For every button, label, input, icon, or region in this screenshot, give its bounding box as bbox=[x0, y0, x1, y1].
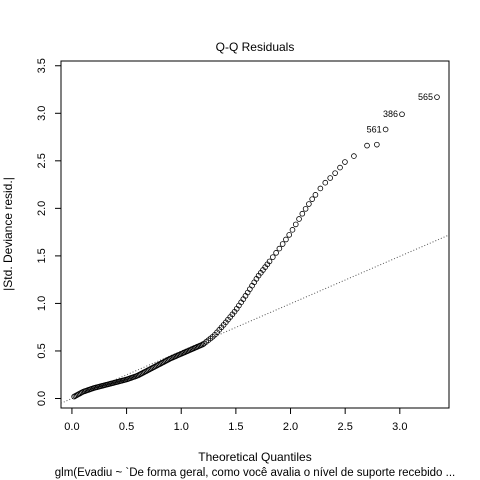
data-point bbox=[323, 180, 328, 185]
data-point bbox=[284, 237, 289, 242]
x-axis-label: Theoretical Quantiles bbox=[198, 450, 311, 464]
y-tick-label: 0.0 bbox=[36, 391, 48, 406]
data-point bbox=[277, 246, 282, 251]
data-point bbox=[287, 232, 292, 237]
data-point bbox=[280, 242, 285, 247]
data-point bbox=[318, 186, 323, 191]
data-point bbox=[338, 165, 343, 170]
y-axis-label: |Std. Deviance resid.| bbox=[1, 177, 15, 291]
x-tick-label: 0.0 bbox=[64, 421, 79, 433]
x-tick-label: 1.5 bbox=[228, 421, 243, 433]
point-label: 561 bbox=[367, 124, 382, 134]
x-tick-label: 1.0 bbox=[174, 421, 189, 433]
data-point bbox=[365, 143, 370, 148]
y-tick-label: 3.5 bbox=[36, 58, 48, 73]
data-point bbox=[400, 112, 405, 117]
data-point bbox=[300, 211, 305, 216]
data-point bbox=[274, 250, 279, 255]
y-tick-label: 1.0 bbox=[36, 296, 48, 311]
data-point bbox=[328, 176, 333, 181]
data-point bbox=[313, 192, 318, 197]
model-caption: glm(Evadiu ~ `De forma geral, como você … bbox=[55, 467, 455, 479]
point-label: 386 bbox=[383, 109, 398, 119]
y-axis: 0.0 0.5 1.0 1.5 2.0 2.5 3.0 3.5 bbox=[36, 58, 61, 406]
y-tick-label: 2.0 bbox=[36, 201, 48, 216]
data-point bbox=[310, 197, 315, 202]
reference-line bbox=[61, 235, 449, 403]
x-tick-label: 2.0 bbox=[283, 421, 298, 433]
y-tick-label: 1.5 bbox=[36, 248, 48, 263]
data-point bbox=[303, 206, 308, 211]
y-tick-label: 0.5 bbox=[36, 343, 48, 358]
x-tick-label: 2.5 bbox=[338, 421, 353, 433]
data-point bbox=[333, 171, 338, 176]
x-tick-label: 0.5 bbox=[119, 421, 134, 433]
y-tick-label: 3.0 bbox=[36, 106, 48, 121]
x-tick-label: 3.0 bbox=[392, 421, 407, 433]
data-point bbox=[297, 217, 302, 222]
data-point bbox=[270, 255, 275, 260]
data-point bbox=[293, 222, 298, 227]
data-point bbox=[306, 202, 311, 207]
data-point bbox=[290, 227, 295, 232]
data-point bbox=[374, 142, 379, 147]
y-tick-label: 2.5 bbox=[36, 153, 48, 168]
data-point bbox=[352, 154, 357, 159]
x-axis: 0.0 0.5 1.0 1.5 2.0 2.5 3.0 bbox=[64, 408, 407, 433]
data-point bbox=[435, 95, 440, 100]
chart-title: Q-Q Residuals bbox=[216, 40, 295, 54]
data-point bbox=[383, 127, 388, 132]
data-points bbox=[72, 95, 440, 399]
point-label: 565 bbox=[418, 92, 433, 102]
data-point bbox=[343, 160, 348, 165]
